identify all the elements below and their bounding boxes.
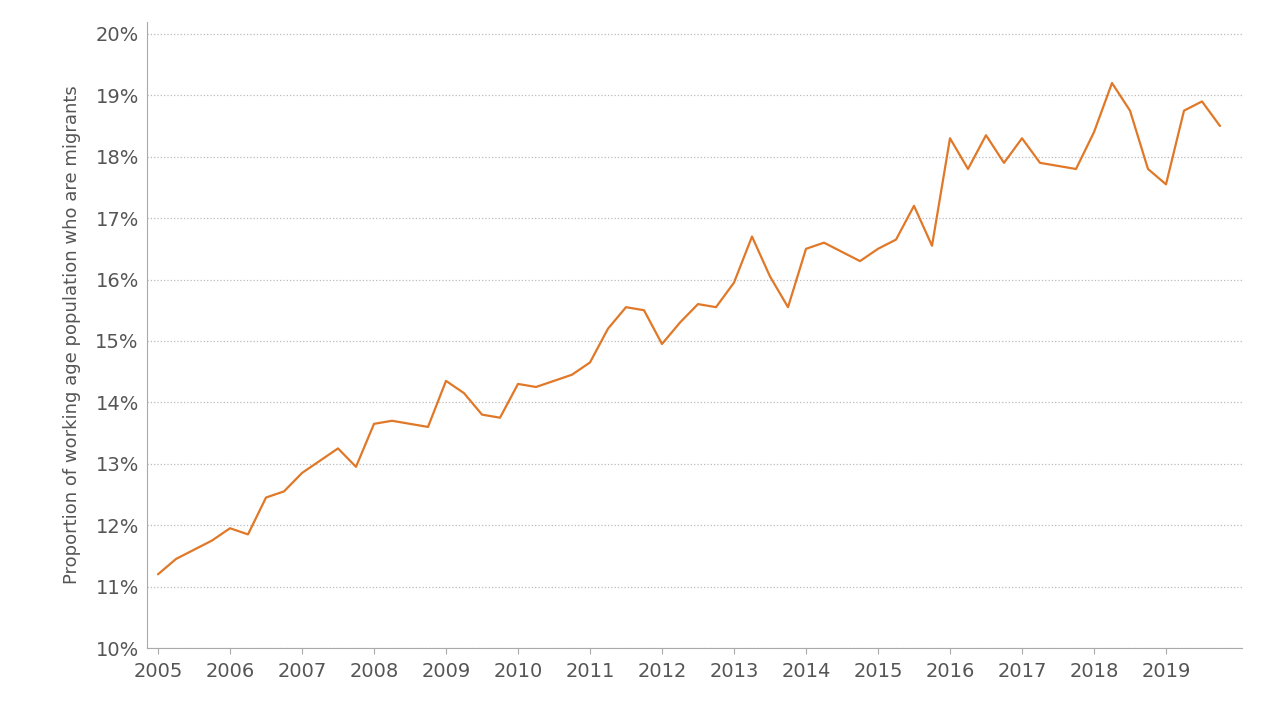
Y-axis label: Proportion of working age population who are migrants: Proportion of working age population who… bbox=[64, 86, 82, 584]
